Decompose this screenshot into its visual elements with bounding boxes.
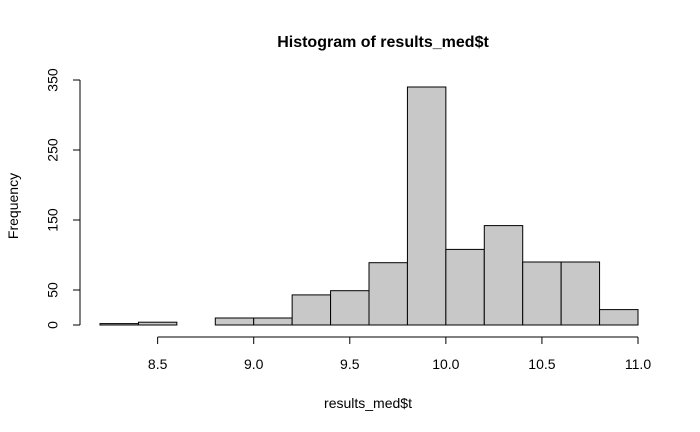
y-tick-label-4: 350: [45, 68, 61, 92]
histogram-bar-9: [445, 248, 485, 326]
histogram-bar-10: [483, 225, 524, 326]
histogram-bar-8: [406, 86, 447, 326]
y-tick-label-2: 150: [45, 208, 61, 232]
x-tick-label-2: 9.5: [340, 356, 360, 372]
y-axis: 0 50 150 250 350: [45, 68, 81, 329]
x-tick-label-0: 8.5: [148, 356, 168, 372]
x-axis: 8.5 9.0 9.5 10.0 10.5 11.0: [148, 336, 651, 372]
histogram-bar-0: [99, 323, 139, 326]
histogram-bar-11: [522, 261, 562, 326]
bars-group: [99, 86, 639, 326]
histogram-bar-1: [137, 321, 178, 326]
x-tick-label-4: 10.5: [528, 356, 555, 372]
histogram-bar-3: [214, 317, 255, 326]
y-tick-label-1: 50: [45, 282, 61, 298]
histogram-bar-7: [368, 262, 408, 326]
y-tick-label-0: 0: [45, 321, 61, 329]
chart-title: Histogram of results_med$t: [277, 34, 489, 51]
histogram-bar-4: [253, 317, 293, 326]
histogram-bar-5: [291, 294, 332, 326]
histogram-bar-12: [560, 261, 601, 326]
y-axis-label: Frequency: [5, 173, 21, 239]
histogram-bar-13: [599, 309, 639, 326]
x-tick-label-5: 11.0: [625, 356, 651, 372]
x-axis-label: results_med$t: [324, 395, 412, 411]
y-tick-label-3: 250: [45, 138, 61, 162]
histogram-bar-6: [330, 290, 370, 326]
x-tick-label-1: 9.0: [244, 356, 264, 372]
x-tick-label-3: 10.0: [432, 356, 459, 372]
